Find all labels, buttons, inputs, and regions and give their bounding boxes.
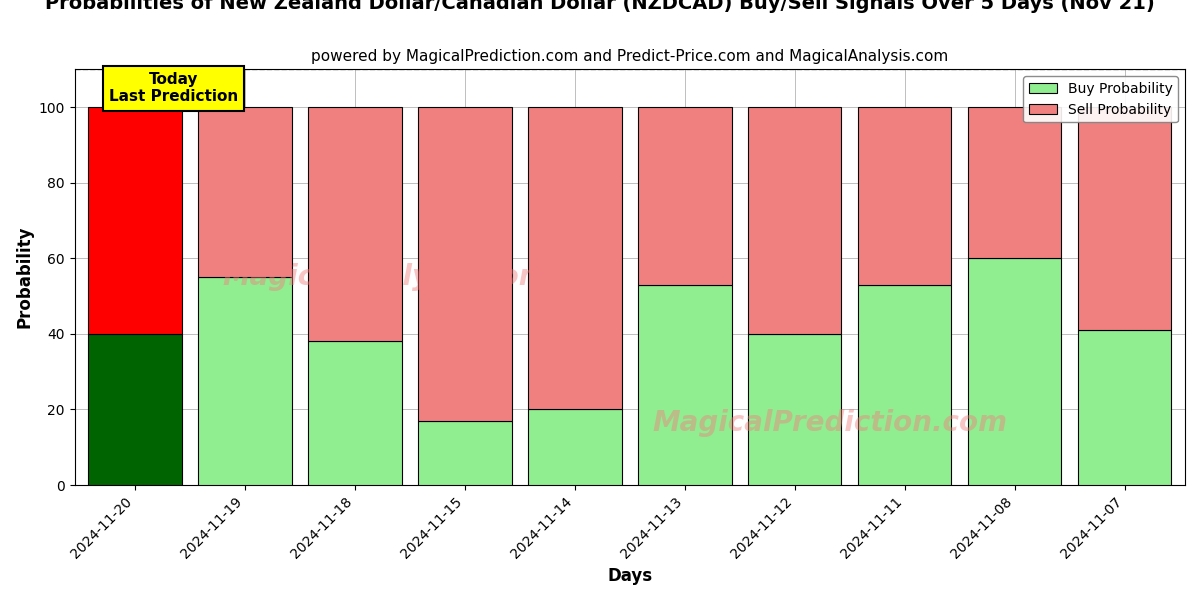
Text: Probabilities of New Zealand Dollar/Canadian Dollar (NZDCAD) Buy/Sell Signals Ov: Probabilities of New Zealand Dollar/Cana… [46,0,1154,13]
Legend: Buy Probability, Sell Probability: Buy Probability, Sell Probability [1024,76,1178,122]
Bar [89,334,182,485]
Bar [1078,330,1171,485]
Text: MagicalPrediction.com: MagicalPrediction.com [652,409,1007,437]
Text: MagicalAnalysis.com: MagicalAnalysis.com [223,263,548,291]
Bar [968,107,1061,259]
Bar [528,409,622,485]
Bar [89,107,182,334]
Bar [308,107,402,341]
Bar [528,107,622,409]
Bar [858,107,952,285]
Bar [1078,107,1171,330]
Y-axis label: Probability: Probability [16,226,34,328]
Bar [858,285,952,485]
Bar [748,334,841,485]
Text: Today
Last Prediction: Today Last Prediction [109,72,239,104]
Bar [638,285,732,485]
Bar [968,259,1061,485]
Bar [419,421,511,485]
Bar [748,107,841,334]
Title: powered by MagicalPrediction.com and Predict-Price.com and MagicalAnalysis.com: powered by MagicalPrediction.com and Pre… [311,49,948,64]
Bar [198,277,292,485]
Bar [308,341,402,485]
Bar [638,107,732,285]
Bar [419,107,511,421]
X-axis label: Days: Days [607,567,653,585]
Bar [198,107,292,277]
